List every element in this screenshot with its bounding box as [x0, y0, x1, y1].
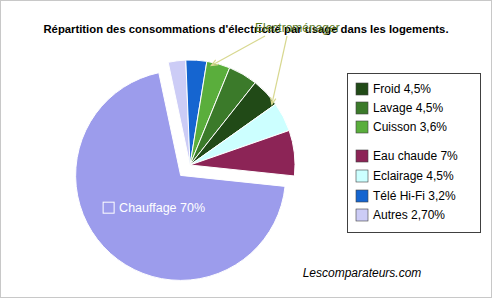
legend-box [348, 74, 481, 233]
annotation: Electroménager [255, 21, 340, 35]
source: Lescomparateurs.com [303, 266, 422, 280]
legend-swatch [356, 121, 368, 133]
legend-label: Eclairage 4,5% [373, 169, 454, 183]
legend-swatch [356, 190, 368, 202]
pie-slice [190, 130, 295, 176]
legend-label: Cuisson 3,6% [373, 120, 447, 134]
legend-label: Eau chaude 7% [373, 149, 458, 163]
annotation-arrowhead [271, 97, 276, 104]
annotation-arrow [272, 36, 287, 104]
legend-swatch [356, 209, 368, 221]
legend-label: Froid 4,5% [373, 82, 431, 96]
annotation-arrow [211, 36, 265, 65]
frame [1, 1, 492, 298]
pie [76, 60, 295, 280]
legend-swatch [356, 170, 368, 182]
slice-label-swatch [103, 202, 114, 213]
annotation-arrows [211, 36, 287, 104]
annotation-arrowhead [211, 60, 218, 65]
slice-label: Chauffage 70% [119, 201, 205, 215]
legend-label: Télé Hi-Fi 3,2% [373, 189, 456, 203]
title: Répartition des consommations d'électric… [43, 23, 448, 35]
legend-label: Autres 2,70% [373, 208, 445, 222]
chart: Répartition des consommations d'électric… [0, 0, 492, 298]
legend-swatch [356, 102, 368, 114]
legend-swatch [356, 150, 368, 162]
legend-swatch [356, 83, 368, 95]
legend: Froid 4,5% Lavage 4,5% Cuisson 3,6% Eau cha… [348, 74, 481, 233]
pie-slice [76, 73, 285, 281]
legend-label: Lavage 4,5% [373, 101, 443, 115]
